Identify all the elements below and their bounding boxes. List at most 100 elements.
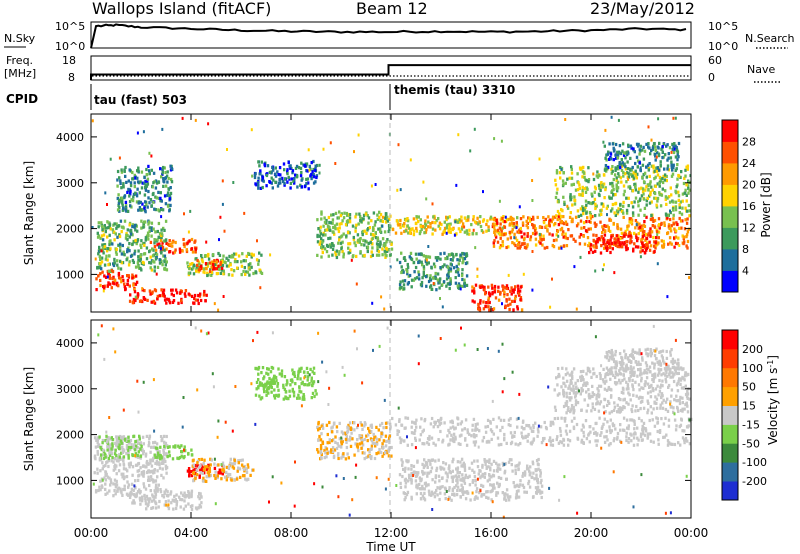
heatmap-cell	[486, 301, 490, 305]
heatmap-cell	[474, 220, 477, 224]
heatmap-cell	[322, 245, 325, 249]
heatmap-cell	[132, 195, 135, 199]
heatmap-cell	[472, 215, 475, 219]
freq-right-label: Nave	[747, 63, 775, 76]
heatmap-cell	[673, 227, 676, 231]
heatmap-cell	[219, 215, 222, 219]
heatmap-cell	[331, 221, 334, 225]
heatmap-cell	[481, 484, 485, 488]
heatmap-cell	[381, 446, 384, 450]
heatmap-cell	[499, 244, 503, 248]
heatmap-cell	[166, 494, 169, 498]
heatmap-cell	[614, 168, 617, 172]
heatmap-cell	[174, 444, 177, 448]
heatmap-cell	[189, 504, 193, 509]
heatmap-cell	[141, 202, 144, 206]
heatmap-cell	[317, 450, 320, 454]
heatmap-cell	[657, 438, 660, 442]
heatmap-cell	[531, 460, 534, 464]
heatmap-cell	[210, 265, 213, 269]
heatmap-cell	[653, 142, 656, 146]
heatmap-cell	[167, 507, 171, 511]
heatmap-cell	[510, 299, 514, 303]
heatmap-cell	[120, 261, 123, 265]
heatmap-cell	[112, 460, 115, 464]
heatmap-cell	[299, 174, 303, 178]
heatmap-cell	[582, 434, 586, 438]
heatmap-cell	[259, 186, 263, 190]
heatmap-cell	[99, 469, 102, 473]
heatmap-cell	[251, 174, 254, 178]
heatmap-cell	[212, 267, 215, 271]
heatmap-cell	[622, 170, 625, 175]
heatmap-cell	[449, 230, 452, 234]
heatmap-cell	[152, 200, 155, 204]
heatmap-cell	[283, 181, 286, 185]
heatmap-cell	[122, 182, 125, 186]
heatmap-cell	[674, 208, 678, 212]
heatmap-cell	[606, 224, 609, 228]
heatmap-cell	[611, 422, 614, 426]
heatmap-cell	[387, 454, 391, 458]
heatmap-cell	[328, 438, 331, 442]
heatmap-cell	[457, 273, 460, 277]
heatmap-cell	[637, 213, 640, 217]
heatmap-cell	[534, 421, 537, 425]
heatmap-cell	[587, 178, 591, 182]
heatmap-cell	[271, 186, 274, 190]
heatmap-cell	[154, 461, 157, 465]
heatmap-cell	[594, 430, 597, 435]
heatmap-cell	[538, 157, 541, 161]
heatmap-cell	[190, 267, 194, 271]
heatmap-cell	[487, 296, 490, 300]
heatmap-cell	[110, 459, 113, 463]
heatmap-cell	[614, 238, 618, 242]
heatmap-cell	[144, 502, 148, 506]
heatmap-cell	[529, 238, 532, 242]
heatmap-cell	[130, 482, 134, 486]
heatmap-cell	[117, 266, 120, 270]
heatmap-cell	[460, 420, 464, 424]
heatmap-cell	[112, 223, 115, 227]
heatmap-cell	[499, 292, 502, 296]
heatmap-cell	[319, 232, 322, 236]
heatmap-cell	[482, 218, 486, 222]
heatmap-cell	[431, 492, 435, 496]
heatmap-cell	[163, 444, 166, 449]
heatmap-cell	[581, 205, 584, 209]
heatmap-cell	[320, 210, 323, 214]
heatmap-cell	[165, 465, 169, 470]
heatmap-cell	[403, 256, 406, 260]
heatmap-cell	[616, 156, 619, 160]
heatmap-cell	[136, 446, 140, 450]
heatmap-cell	[293, 177, 296, 181]
heatmap-cell	[639, 208, 642, 212]
heatmap-cell	[683, 429, 686, 433]
heatmap-cell	[551, 420, 554, 424]
heatmap-cell	[625, 196, 628, 200]
heatmap-cell	[351, 437, 354, 441]
heatmap-cell	[334, 253, 338, 257]
heatmap-cell	[115, 252, 118, 256]
heatmap-cell	[317, 420, 320, 425]
heatmap-cell	[515, 226, 518, 230]
heatmap-cell	[265, 371, 268, 375]
heatmap-cell	[616, 431, 620, 436]
heatmap-cell	[650, 164, 654, 168]
heatmap-cell	[455, 232, 458, 236]
heatmap-cell	[618, 241, 621, 245]
heatmap-cell	[669, 442, 673, 446]
heatmap-cell	[105, 472, 108, 476]
heatmap-cell	[642, 180, 646, 184]
heatmap-cell	[497, 298, 501, 302]
heatmap-cell	[172, 293, 175, 298]
heatmap-cell	[288, 177, 291, 181]
heatmap-cell	[551, 438, 555, 442]
heatmap-cell	[686, 209, 689, 213]
heatmap-cell	[175, 291, 179, 295]
heatmap-cell	[479, 224, 483, 229]
heatmap-cell	[566, 177, 569, 181]
heatmap-cell	[505, 245, 508, 250]
heatmap-cell	[282, 162, 286, 166]
heatmap-cell	[293, 181, 296, 185]
